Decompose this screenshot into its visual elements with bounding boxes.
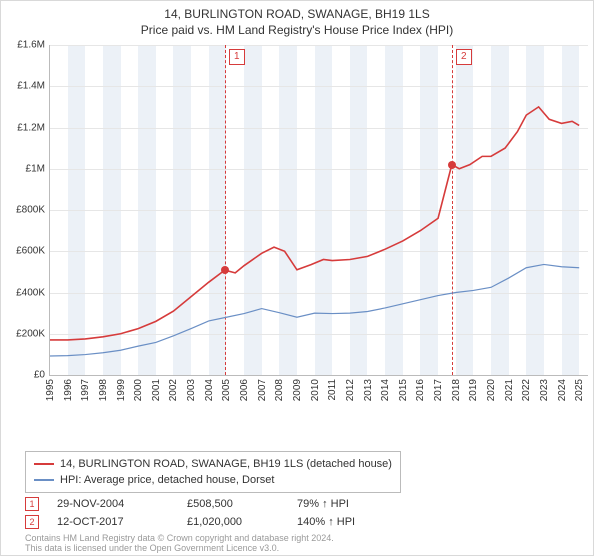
legend-swatch: [34, 463, 54, 465]
event-date: 12-OCT-2017: [57, 516, 187, 528]
chart-title: 14, BURLINGTON ROAD, SWANAGE, BH19 1LS: [1, 7, 593, 21]
plot-region: 12: [49, 45, 588, 376]
event-pct: 79% ↑ HPI: [297, 498, 417, 510]
y-tick-label: £400K: [1, 287, 45, 298]
event-badge: 2: [25, 515, 39, 529]
footer-line: This data is licensed under the Open Gov…: [25, 543, 334, 553]
y-tick-label: £1.6M: [1, 40, 45, 51]
chart-subtitle: Price paid vs. HM Land Registry's House …: [1, 23, 593, 37]
legend-item: HPI: Average price, detached house, Dors…: [34, 472, 392, 488]
x-tick-label: 2025: [574, 379, 600, 401]
y-tick-label: £0: [1, 370, 45, 381]
event-price: £1,020,000: [187, 516, 297, 528]
legend-label: HPI: Average price, detached house, Dors…: [60, 474, 274, 486]
series-line: [50, 107, 579, 340]
y-tick-label: £200K: [1, 328, 45, 339]
event-row: 2 12-OCT-2017£1,020,000140% ↑ HPI: [25, 513, 417, 531]
footer-line: Contains HM Land Registry data © Crown c…: [25, 533, 334, 543]
y-tick-label: £1.4M: [1, 81, 45, 92]
legend: 14, BURLINGTON ROAD, SWANAGE, BH19 1LS (…: [25, 451, 401, 493]
event-table: 1 29-NOV-2004£508,50079% ↑ HPI 2 12-OCT-201…: [25, 495, 417, 531]
event-date: 29-NOV-2004: [57, 498, 187, 510]
y-tick-label: £1M: [1, 163, 45, 174]
event-price: £508,500: [187, 498, 297, 510]
y-tick-label: £600K: [1, 246, 45, 257]
series-line: [50, 264, 579, 356]
event-badge: 1: [25, 497, 39, 511]
y-tick-label: £800K: [1, 205, 45, 216]
legend-swatch: [34, 479, 54, 481]
legend-label: 14, BURLINGTON ROAD, SWANAGE, BH19 1LS (…: [60, 458, 392, 470]
legend-item: 14, BURLINGTON ROAD, SWANAGE, BH19 1LS (…: [34, 456, 392, 472]
chart-area: 12 £0£200K£400K£600K£800K£1M£1.2M£1.4M£1…: [49, 45, 587, 415]
chart-container: 14, BURLINGTON ROAD, SWANAGE, BH19 1LS P…: [0, 0, 594, 556]
footer-attribution: Contains HM Land Registry data © Crown c…: [25, 533, 334, 554]
y-tick-label: £1.2M: [1, 122, 45, 133]
event-row: 1 29-NOV-2004£508,50079% ↑ HPI: [25, 495, 417, 513]
event-pct: 140% ↑ HPI: [297, 516, 417, 528]
series-svg: [50, 45, 588, 375]
